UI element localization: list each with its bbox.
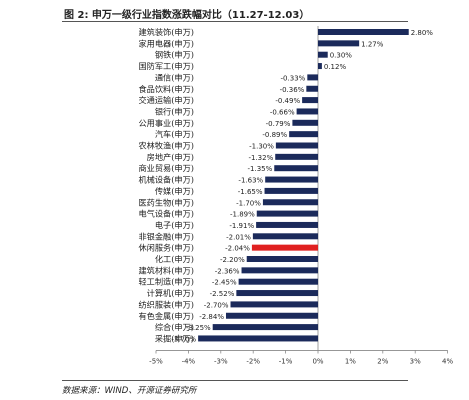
bar (318, 40, 360, 47)
bar (238, 278, 318, 285)
bar (230, 301, 318, 308)
bar (252, 233, 318, 240)
category-label: 传媒(申万) (155, 186, 194, 196)
data-label: -2.52% (210, 290, 235, 298)
bar (236, 290, 318, 297)
category-label: 通信(申万) (155, 72, 194, 82)
category-label: 电子(申万) (155, 220, 194, 230)
data-label: -1.70% (236, 199, 261, 207)
bar (262, 199, 318, 206)
data-label: -1.35% (247, 165, 272, 173)
bar (318, 29, 409, 35)
data-label: -0.49% (275, 97, 300, 105)
x-tick-label: -1% (279, 357, 293, 365)
title-divider (62, 21, 408, 22)
category-label: 纺织服装(申万) (138, 299, 194, 309)
bar (246, 256, 318, 262)
category-label: 公用事业(申万) (138, 118, 194, 128)
category-label: 医药生物(申万) (138, 197, 194, 207)
source-note: 数据来源：WIND、开源证券研究所 (62, 386, 197, 396)
bar (256, 210, 318, 217)
category-label: 非银金融(申万) (138, 231, 194, 241)
data-label: -3.25% (186, 324, 211, 332)
data-label: 1.27% (361, 40, 384, 48)
category-label: 银行(申万) (155, 106, 194, 116)
data-label: 0.12% (324, 63, 347, 71)
bar (256, 221, 318, 228)
category-label: 建筑装饰(申万) (138, 27, 194, 37)
category-label: 有色金属(申万) (138, 311, 194, 321)
bar (264, 187, 318, 194)
source-divider (62, 380, 408, 381)
x-tick-label: 0% (312, 357, 323, 365)
bar (292, 119, 318, 126)
x-tick-label: 1% (345, 357, 356, 365)
bar (275, 153, 318, 160)
bar (198, 335, 318, 342)
data-label: -1.30% (249, 143, 274, 151)
bar (289, 131, 318, 138)
bar (274, 165, 318, 172)
x-tick-label: -4% (182, 357, 196, 365)
category-label: 汽车(申万) (155, 129, 194, 139)
x-tick-label: 4% (442, 357, 453, 365)
figure-title: 图 2: 申万一级行业指数涨跌幅对比（11.27-12.03） (64, 10, 310, 21)
data-label: -0.36% (280, 86, 305, 94)
bar (225, 312, 318, 319)
x-tick-label: -5% (149, 357, 163, 365)
category-label: 房地产(申万) (147, 152, 194, 162)
category-label: 机械设备(申万) (138, 175, 194, 185)
category-label: 交通运输(申万) (138, 95, 194, 105)
data-label: -2.70% (204, 301, 229, 309)
data-label: -1.65% (238, 188, 263, 196)
data-label: -3.70% (171, 335, 196, 343)
data-label: -0.33% (281, 74, 306, 82)
category-label: 计算机(申万) (147, 288, 194, 298)
category-label: 商业贸易(申万) (138, 163, 194, 173)
data-label: -0.79% (266, 120, 291, 128)
data-label: 0.30% (330, 52, 353, 60)
category-label: 休闲服务(申万) (138, 243, 194, 253)
data-label: -1.91% (229, 222, 254, 230)
bar (275, 142, 318, 149)
category-label: 农林牧渔(申万) (138, 141, 194, 151)
bar (307, 74, 318, 81)
category-label: 轻工制造(申万) (138, 277, 194, 287)
bar (318, 63, 322, 70)
category-label: 国防军工(申万) (138, 61, 194, 71)
x-tick-label: 2% (377, 357, 388, 365)
data-label: -2.01% (226, 233, 251, 241)
x-tick-label: -3% (214, 357, 228, 365)
category-label: 化工(申万) (155, 254, 194, 264)
x-tick-label: -2% (246, 357, 260, 365)
data-label: -2.36% (215, 267, 240, 275)
data-label: -0.66% (270, 108, 295, 116)
bar (265, 176, 318, 183)
category-label: 食品饮料(申万) (138, 84, 194, 94)
data-label: -1.89% (230, 211, 255, 219)
data-label: -2.20% (220, 256, 245, 264)
bar (302, 97, 318, 104)
bar (241, 267, 318, 274)
bar (296, 108, 318, 115)
bar (318, 51, 328, 58)
category-label: 建筑材料(申万) (138, 265, 194, 275)
data-label: -1.63% (238, 177, 263, 185)
category-label: 钢铁(申万) (155, 50, 194, 60)
data-label: -0.89% (262, 131, 287, 139)
category-label: 电气设备(申万) (138, 209, 194, 219)
data-label: -2.84% (199, 313, 224, 321)
x-tick-label: 3% (410, 357, 421, 365)
category-label: 家用电器(申万) (138, 38, 194, 48)
category-label: 综合(申万) (155, 322, 194, 332)
bar (306, 85, 318, 92)
bar (251, 244, 318, 251)
data-label: -2.45% (212, 279, 237, 287)
data-label: -2.04% (225, 245, 250, 253)
bar (212, 324, 318, 331)
category-label: 采掘(申万) (155, 333, 194, 343)
data-label: 2.80% (411, 29, 434, 37)
data-label: -1.32% (248, 154, 273, 162)
